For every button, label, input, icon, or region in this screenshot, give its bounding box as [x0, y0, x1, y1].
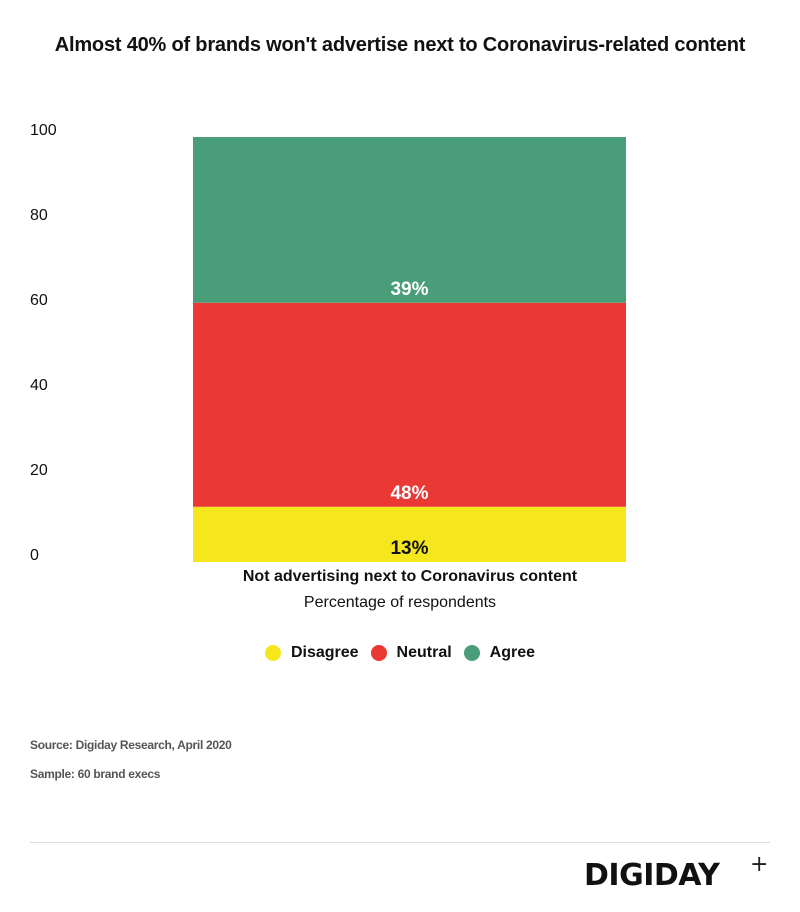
legend-item-neutral: Neutral — [370, 644, 452, 662]
footer-divider — [30, 842, 770, 843]
source-note: Source: Digiday Research, April 2020 — [30, 738, 232, 752]
data-labels: 13% 48% 39% — [390, 279, 428, 559]
stacked-bar — [193, 137, 626, 562]
legend-item-agree: Agree — [463, 644, 536, 662]
y-tick-label: 0 — [30, 547, 39, 564]
y-tick-label: 80 — [30, 207, 48, 224]
chart-plot: 0 20 40 60 80 100 13% 48% 39% — [30, 122, 626, 564]
legend-label-disagree: Disagree — [290, 644, 359, 661]
chart-title: Almost 40% of brands won't advertise nex… — [54, 34, 746, 56]
legend-swatch-neutral — [370, 645, 387, 661]
legend-swatch-agree — [463, 645, 480, 661]
digiday-logo: DIGIDAY — [584, 858, 720, 893]
x-axis-label: Percentage of respondents — [303, 594, 497, 611]
legend-swatch-disagree — [264, 645, 281, 661]
y-tick-label: 100 — [30, 122, 57, 139]
bar-segment-neutral — [193, 302, 626, 507]
legend-label-neutral: Neutral — [396, 644, 452, 661]
y-tick-label: 60 — [30, 292, 48, 309]
logo-plus-icon: + — [750, 852, 769, 877]
y-tick-label: 20 — [30, 462, 48, 479]
sample-note: Sample: 60 brand execs — [30, 767, 161, 781]
data-label-agree: 39% — [390, 279, 428, 300]
data-label-neutral: 48% — [390, 483, 428, 504]
y-axis-ticks: 0 20 40 60 80 100 — [30, 122, 57, 564]
data-label-disagree: 13% — [390, 538, 428, 559]
bar-segment-agree — [193, 137, 626, 303]
legend: Disagree Neutral Agree — [0, 644, 800, 662]
y-tick-label: 40 — [30, 377, 48, 394]
legend-label-agree: Agree — [489, 644, 536, 661]
bar-segment-disagree — [193, 506, 626, 562]
legend-item-disagree: Disagree — [264, 644, 359, 662]
x-category-label: Not advertising next to Coronavirus cont… — [242, 568, 578, 585]
